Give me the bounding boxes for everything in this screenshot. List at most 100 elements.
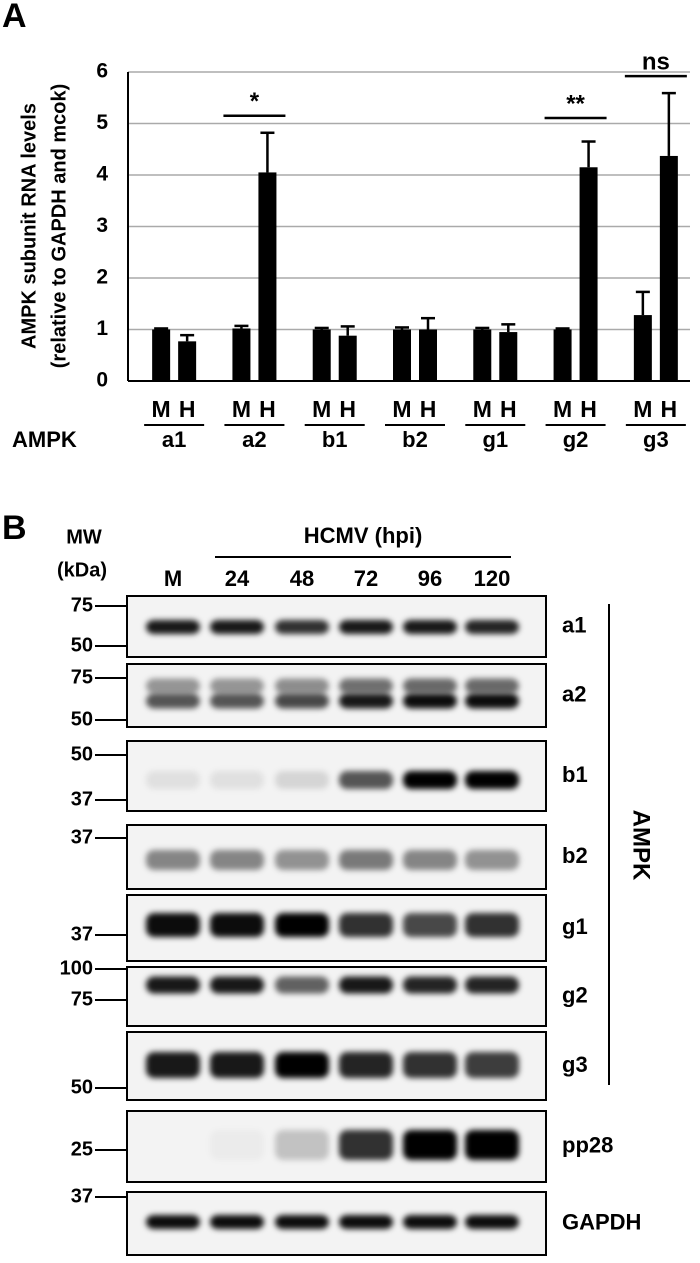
y-tick-label: 4: [96, 163, 108, 186]
band: [465, 678, 519, 694]
band: [403, 620, 457, 634]
band: [339, 678, 393, 694]
blot-label: GAPDH: [562, 1209, 641, 1234]
bar: [258, 172, 277, 381]
bar: [178, 341, 197, 381]
band: [275, 771, 329, 789]
band: [465, 1215, 519, 1229]
band: [210, 693, 264, 709]
y-tick-label: 2: [96, 266, 108, 289]
blot-panel: [126, 1031, 547, 1101]
band: [403, 913, 457, 937]
series-label: M: [312, 396, 331, 422]
error-bar: [635, 290, 650, 316]
series-label: M: [232, 396, 251, 422]
band: [210, 913, 264, 937]
error-bar: [421, 316, 435, 330]
blot-label: g1: [562, 914, 588, 939]
lane-label: 24: [225, 566, 250, 591]
significance-label: *: [250, 88, 260, 115]
band: [403, 771, 457, 789]
panel-letter: B: [2, 509, 27, 547]
series-label: H: [179, 396, 196, 422]
bar: [419, 329, 437, 381]
y-axis-label: (relative to GAPDH and mcok): [48, 84, 70, 369]
error-bar: [180, 333, 195, 342]
error-bar: [154, 327, 169, 330]
error-bar: [314, 326, 329, 330]
bar: [633, 315, 652, 381]
band: [275, 976, 329, 994]
lane-label: 72: [354, 566, 378, 591]
x-tick-label: g2: [563, 427, 589, 452]
band: [465, 1130, 519, 1160]
bar: [338, 335, 357, 381]
band: [339, 850, 393, 870]
band: [146, 620, 200, 634]
bar: [232, 328, 251, 381]
band: [275, 1130, 329, 1160]
mw-label: MW: [66, 526, 102, 548]
series-label: H: [339, 396, 356, 422]
band: [275, 1052, 329, 1078]
series-label: H: [500, 396, 517, 422]
mw-marker: 37: [71, 923, 93, 945]
band: [146, 976, 200, 994]
y-tick-label: 5: [96, 111, 108, 134]
band: [275, 913, 329, 937]
y-axis-label: AMPK subunit RNA levels: [18, 103, 40, 349]
significance-label: **: [566, 90, 585, 117]
mw-marker: 50: [71, 1076, 93, 1098]
series-label: H: [580, 396, 597, 422]
mw-marker: 37: [71, 788, 93, 810]
band: [339, 620, 393, 634]
mw-marker: 50: [71, 708, 93, 730]
bar: [499, 332, 518, 381]
x-tick-label: b2: [402, 427, 428, 452]
band: [146, 678, 200, 694]
blot-background: [126, 966, 547, 1027]
band: [210, 1130, 264, 1160]
band: [403, 850, 457, 870]
bar: [473, 329, 492, 381]
panel-letter: A: [2, 0, 27, 35]
series-label: H: [661, 396, 678, 422]
band: [210, 1215, 264, 1229]
band: [339, 913, 393, 937]
band: [210, 976, 264, 994]
band: [339, 976, 393, 994]
blot-label: a2: [562, 681, 586, 706]
band: [275, 1215, 329, 1229]
y-tick-label: 3: [96, 214, 108, 237]
blot-panel: [126, 740, 547, 812]
x-tick-label: b1: [322, 427, 348, 452]
band: [146, 913, 200, 937]
blot-label: b1: [562, 762, 588, 787]
band: [275, 850, 329, 870]
band: [275, 678, 329, 694]
band: [403, 1052, 457, 1078]
y-tick-label: 0: [96, 369, 108, 392]
band: [339, 693, 393, 709]
blot-panel: [126, 663, 547, 728]
error-bar: [501, 323, 516, 333]
mw-marker: 100: [60, 957, 93, 979]
bar: [553, 329, 572, 381]
bracket-label: AMPK: [628, 810, 655, 881]
lane-label: 120: [474, 566, 511, 591]
blot-label: g2: [562, 982, 588, 1007]
blot-label: pp28: [562, 1132, 613, 1157]
series-label: H: [420, 396, 437, 422]
error-bar: [661, 91, 676, 156]
error-bar: [475, 326, 490, 330]
band: [339, 1130, 393, 1160]
blot-label: a1: [562, 612, 586, 637]
error-bar: [395, 326, 409, 330]
bar: [393, 329, 411, 381]
band: [339, 1052, 393, 1078]
x-tick-label: g1: [482, 427, 508, 452]
band: [339, 771, 393, 789]
band: [146, 693, 200, 709]
mw-marker: 37: [71, 1185, 93, 1207]
